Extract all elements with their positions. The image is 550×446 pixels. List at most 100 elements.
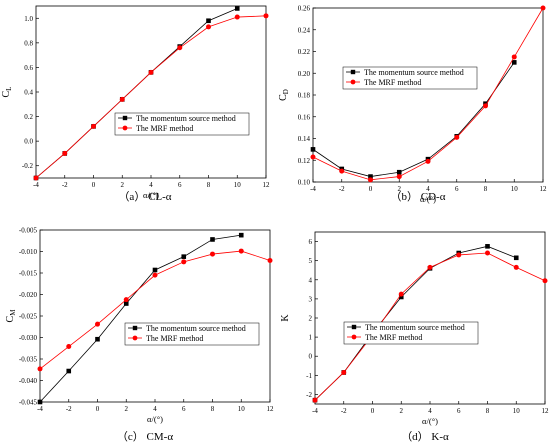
x-tick-label: 4 <box>149 181 153 189</box>
y-axis-label: CM <box>5 309 17 323</box>
data-point-circle <box>238 248 244 254</box>
x-tick-label: 0 <box>96 405 100 413</box>
data-point-square <box>368 174 373 179</box>
data-point-square <box>396 169 402 175</box>
data-point-square <box>37 399 43 405</box>
chart-panel-a: -4 -2 0 2 4 6 8 10 12 -0.2 0.0 0.2 0.4 0.6 0.8 1.0 α/(°)… <box>1 5 270 203</box>
x-tick-label: 2 <box>398 185 402 193</box>
x-tick-label: 8 <box>486 407 490 415</box>
y-tick-label: 0.24 <box>298 26 311 34</box>
legend-label: The momentum source method <box>136 114 236 123</box>
legend-marker-circle <box>350 79 356 85</box>
y-tick-label: -0.005 <box>19 227 38 235</box>
x-tick-label: 0 <box>92 181 96 189</box>
legend-box <box>114 112 250 136</box>
panel-caption: （a） CL-α <box>118 190 171 203</box>
data-point-square <box>210 237 215 242</box>
data-point-circle <box>454 134 460 140</box>
data-point-circle <box>339 168 345 174</box>
series-line-1 <box>312 7 544 181</box>
x-axis-label: α/(°) <box>147 414 163 424</box>
y-axis-label: K <box>280 314 291 322</box>
x-tick-label: 4 <box>428 407 432 415</box>
legend-box <box>342 66 478 90</box>
y-tick-label: 5 <box>309 257 313 265</box>
y-tick-label: -0.045 <box>19 399 38 407</box>
x-axis-label: α/(°) <box>143 190 159 200</box>
x-tick-label: -2 <box>62 181 68 189</box>
y-tick-label: 0.18 <box>298 92 311 100</box>
chart-panel-c: -4 -2 0 2 4 6 8 10 12 -0.045 -0.040 -0.035 -0.030 -0.… <box>5 227 274 444</box>
y-tick-label: 0.14 <box>298 135 311 143</box>
legend-box <box>343 321 479 345</box>
data-point-square <box>66 368 72 374</box>
y-tick-label: 0.20 <box>298 70 311 78</box>
legend-marker-square <box>351 324 357 330</box>
data-point-circle <box>152 272 158 278</box>
x-tick-label: 2 <box>400 407 404 415</box>
x-tick-label: 2 <box>121 181 125 189</box>
data-point-circle <box>341 369 347 375</box>
data-point-circle <box>181 259 187 265</box>
panel-caption: （b） CD-α <box>391 190 446 203</box>
chart-panel-b: -4 -2 0 2 4 6 8 10 12 0.10 0.12 0.14 0.16 0.18 0.20 0.2… <box>278 5 547 205</box>
x-tick-label: -4 <box>310 185 316 193</box>
data-point-circle <box>62 150 68 156</box>
y-tick-label: -2 <box>306 391 312 399</box>
data-point-circle <box>540 5 546 11</box>
x-tick-label: 8 <box>207 181 211 189</box>
legend-marker-square <box>132 325 138 331</box>
data-point-circle <box>312 397 318 403</box>
data-point-square <box>511 60 517 65</box>
data-point-circle <box>234 14 240 20</box>
x-tick-label: 10 <box>238 405 246 413</box>
data-point-square <box>95 336 100 342</box>
x-tick-label: -4 <box>33 181 39 189</box>
y-tick-label: -0.040 <box>19 377 38 385</box>
panel-caption: （d） K-α <box>401 430 449 443</box>
y-tick-label: -0.030 <box>19 334 38 342</box>
y-tick-label: 3 <box>309 295 313 303</box>
x-tick-label: 6 <box>178 181 182 189</box>
y-tick-label: 1 <box>309 334 313 342</box>
x-tick-label: 10 <box>513 407 521 415</box>
data-point-circle <box>456 252 462 258</box>
x-tick-label: 8 <box>484 185 488 193</box>
data-point-circle <box>148 69 154 75</box>
x-tick-label: -2 <box>66 405 72 413</box>
plot-frame <box>35 5 267 179</box>
y-tick-label: -0.020 <box>19 291 38 299</box>
series-line-0 <box>39 234 242 403</box>
plot-frame <box>314 231 546 405</box>
y-tick-label: 0.22 <box>298 48 311 56</box>
y-tick-label: -0.010 <box>19 248 38 256</box>
y-axis-label: CD <box>278 89 290 101</box>
y-tick-label: 0.26 <box>298 5 311 13</box>
legend-label: The momentum source method <box>365 323 465 332</box>
data-point-circle <box>263 13 269 19</box>
x-tick-label: 6 <box>457 407 461 415</box>
data-point-circle <box>91 123 96 129</box>
y-tick-label: 0.6 <box>24 64 33 72</box>
legend-label: The MRF method <box>136 124 193 133</box>
legend-label: The MRF method <box>146 334 203 343</box>
x-tick-label: 4 <box>153 405 157 413</box>
data-point-square <box>398 294 404 300</box>
data-point-circle <box>33 175 39 181</box>
x-tick-label: 8 <box>211 405 215 413</box>
data-point-circle <box>485 250 490 256</box>
x-tick-label: -2 <box>341 407 347 415</box>
legend-label: The MRF method <box>364 78 421 87</box>
data-point-circle <box>542 278 548 284</box>
y-tick-label: -0.015 <box>19 270 38 278</box>
legend-box <box>124 322 260 346</box>
x-tick-label: 6 <box>455 185 459 193</box>
data-point-circle <box>177 45 183 51</box>
data-point-circle <box>511 54 517 60</box>
data-point-circle <box>119 96 125 102</box>
legend-marker-circle <box>122 125 128 131</box>
